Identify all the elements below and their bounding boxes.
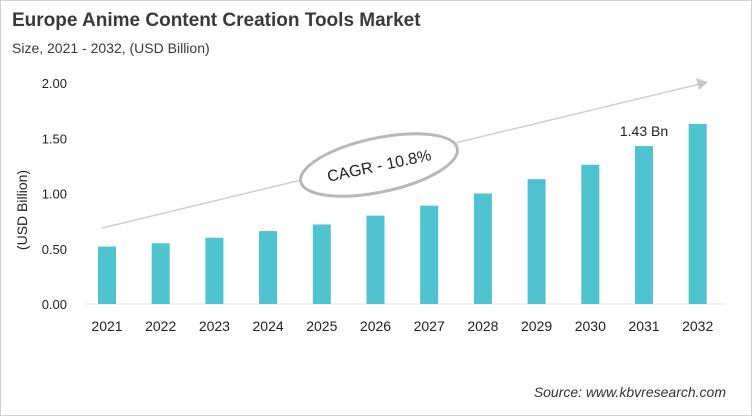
chart-subtitle: Size, 2021 - 2032, (USD Billion) bbox=[12, 40, 210, 56]
x-tick-label: 2030 bbox=[575, 318, 606, 334]
bar-2026 bbox=[366, 215, 385, 304]
y-tick-label: 1.50 bbox=[42, 131, 67, 146]
y-tick-label: 2.00 bbox=[42, 76, 67, 91]
bar-2031 bbox=[635, 145, 653, 304]
bar-2032 bbox=[688, 123, 707, 304]
y-tick-label: 1.00 bbox=[42, 187, 67, 202]
x-tick-label: 2021 bbox=[91, 318, 122, 334]
y-axis-label: (USD Billion) bbox=[14, 170, 30, 250]
bar-2030 bbox=[581, 164, 600, 304]
x-tick-label: 2029 bbox=[521, 318, 552, 334]
x-tick-label: 2023 bbox=[199, 318, 230, 334]
bar-2023 bbox=[205, 237, 224, 304]
chart-title: Europe Anime Content Creation Tools Mark… bbox=[12, 10, 421, 31]
cagr-ellipse bbox=[299, 132, 459, 198]
x-tick-label: 2024 bbox=[253, 318, 284, 334]
bar-2021 bbox=[98, 246, 116, 304]
trend-arrow-head bbox=[696, 78, 708, 90]
bar-2025 bbox=[312, 224, 331, 304]
bar-2028 bbox=[473, 193, 492, 304]
x-tick-label: 2022 bbox=[145, 318, 176, 334]
bar-2027 bbox=[420, 205, 439, 304]
data-label-2031: 1.43 Bn bbox=[620, 123, 668, 139]
source-note: Source: www.kbvresearch.com bbox=[533, 384, 726, 400]
bar-2029 bbox=[527, 179, 546, 304]
y-tick-label: 0.00 bbox=[42, 297, 67, 312]
bar-2024 bbox=[259, 231, 278, 304]
x-tick-label: 2026 bbox=[360, 318, 391, 334]
x-tick-label: 2027 bbox=[414, 318, 445, 334]
x-tick-label: 2031 bbox=[628, 318, 659, 334]
x-tick-label: 2028 bbox=[467, 318, 498, 334]
x-tick-label: 2032 bbox=[682, 318, 713, 334]
x-tick-label: 2025 bbox=[306, 318, 337, 334]
y-tick-label: 0.50 bbox=[42, 242, 67, 257]
bar-2022 bbox=[151, 243, 170, 304]
